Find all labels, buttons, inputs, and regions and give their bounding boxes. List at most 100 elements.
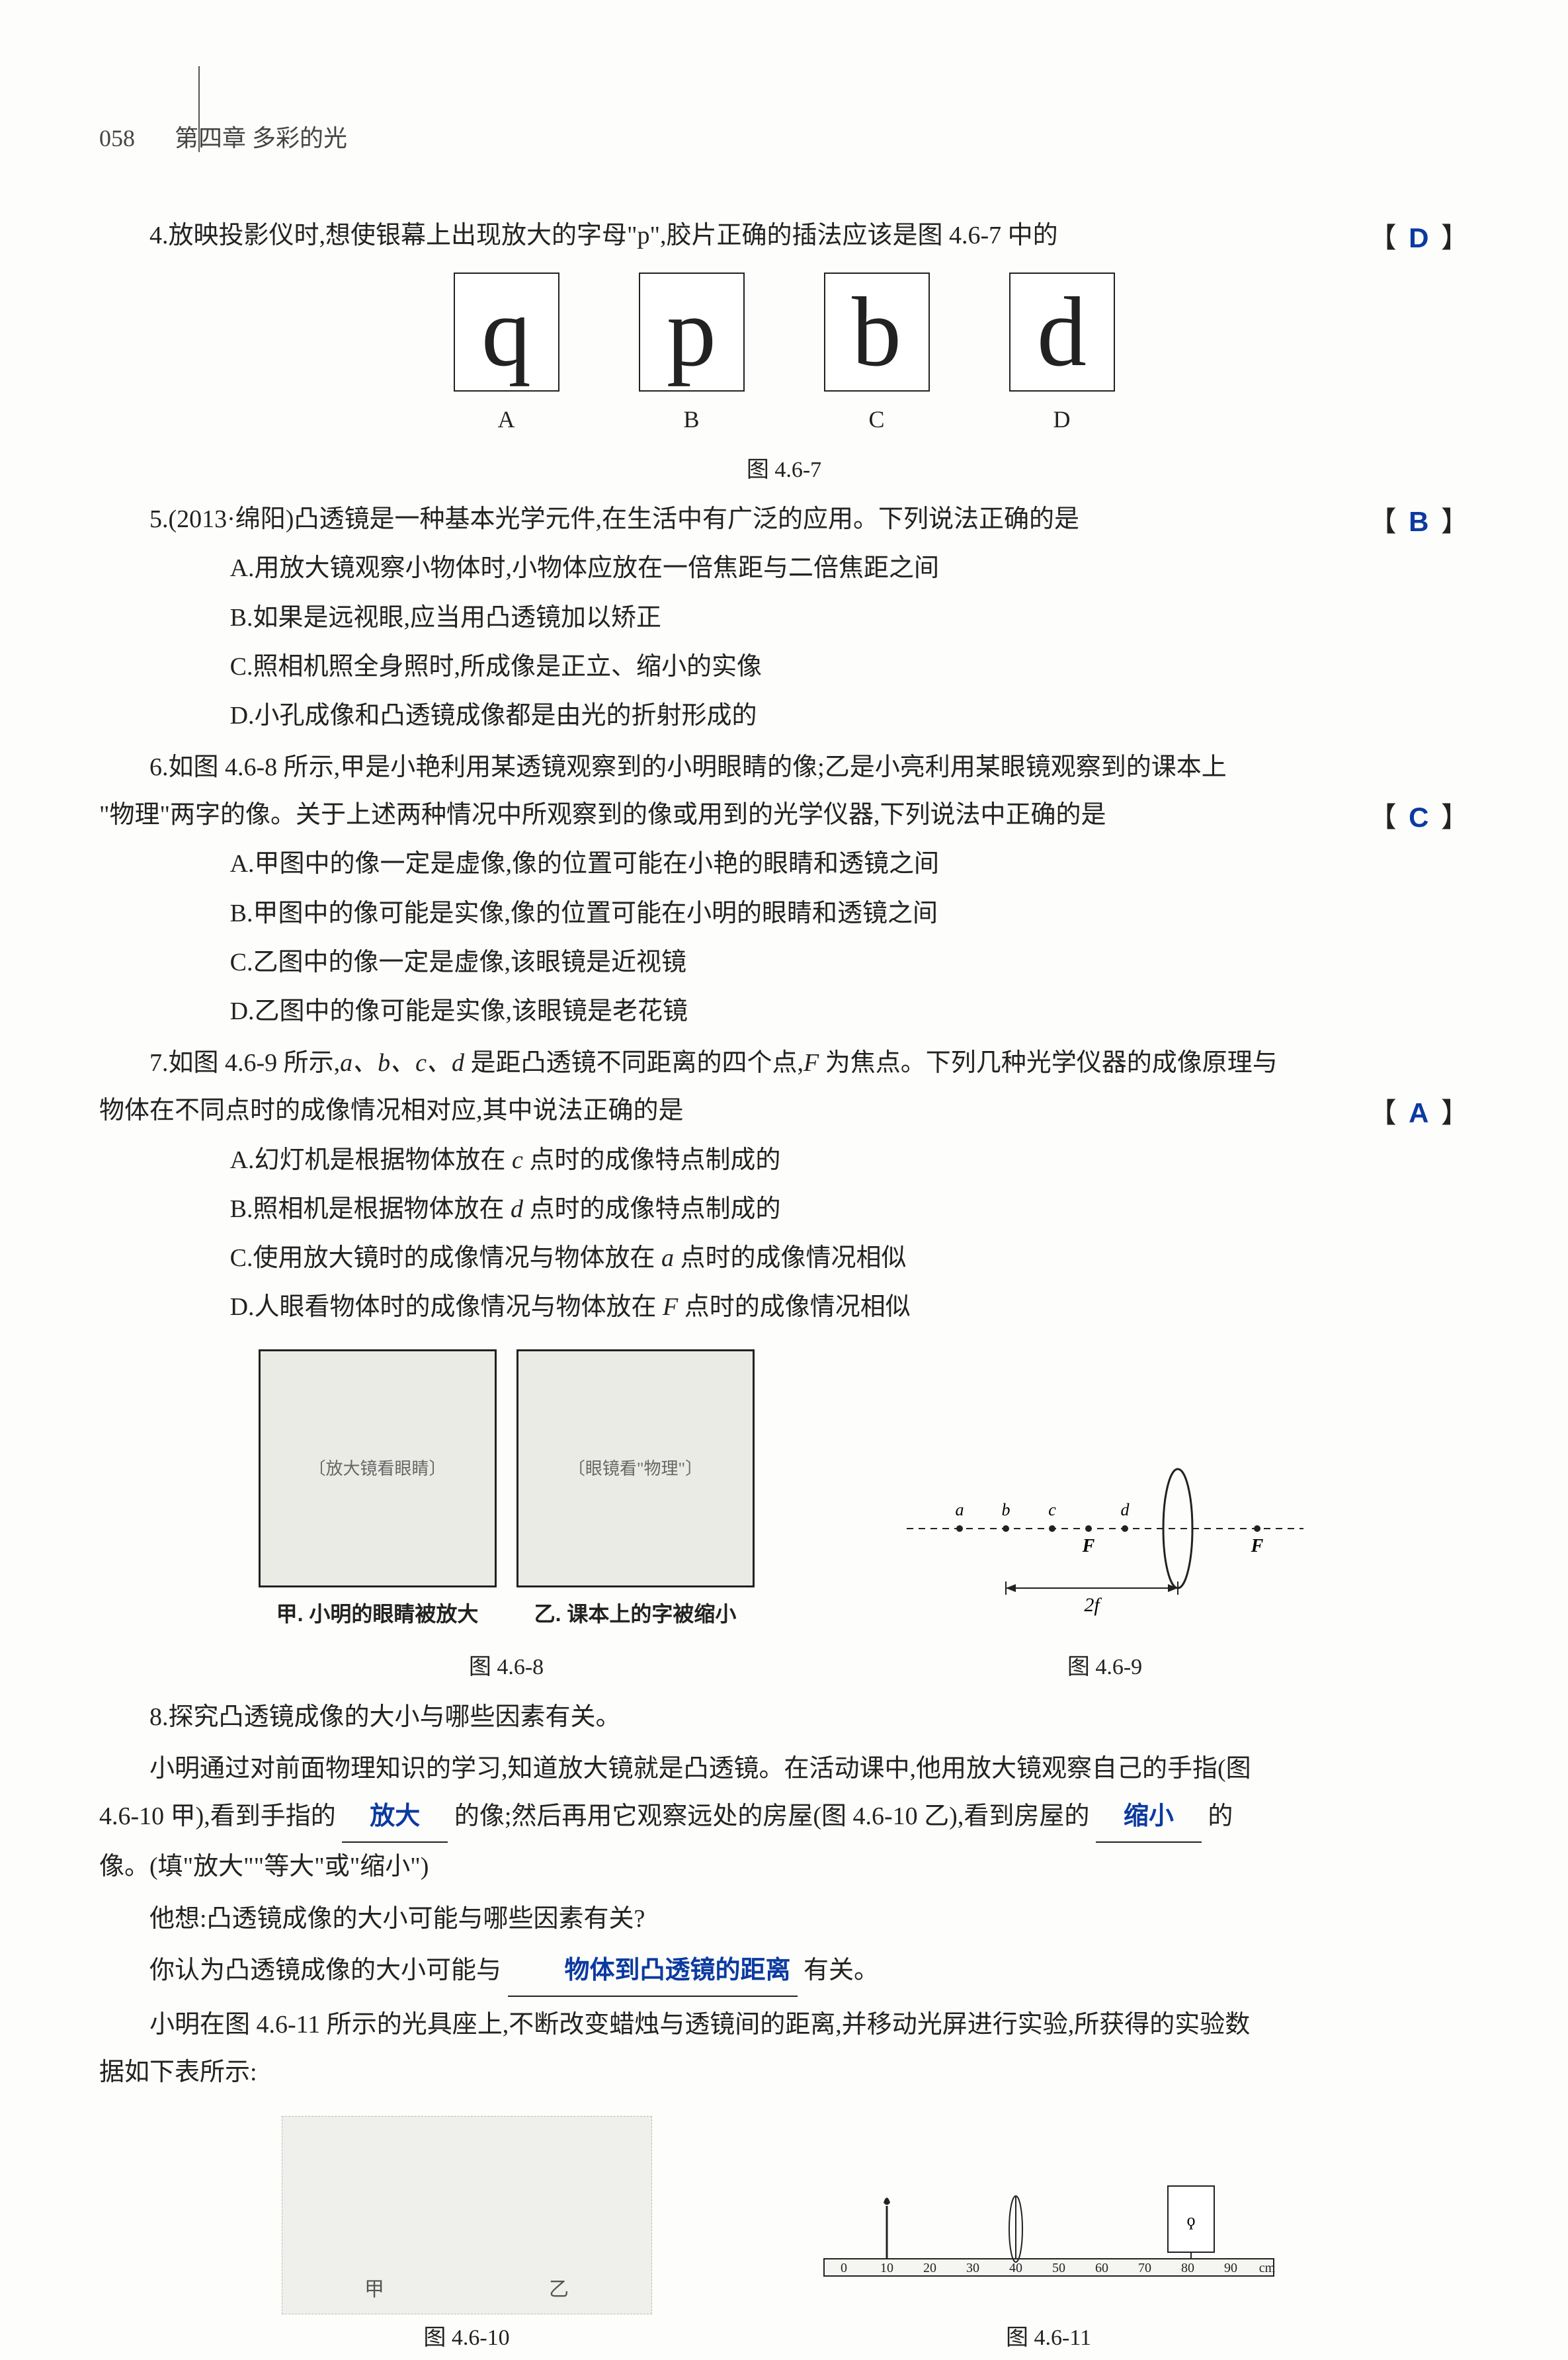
screen-mark: ϙ xyxy=(1186,2211,1195,2230)
q7-opt-a: A.幻灯机是根据物体放在 c 点时的成像特点制成的 xyxy=(230,1136,1469,1184)
q7-opt-b: B.照相机是根据物体放在 d 点时的成像特点制成的 xyxy=(230,1185,1469,1233)
fig468-b-img: 〔眼镜看"物理"〕 xyxy=(516,1349,755,1587)
q8-p3b: 有关。 xyxy=(804,1957,879,1984)
bracket-r: 】 xyxy=(1434,507,1469,538)
q6-opt-c: C.乙图中的像一定是虚像,该眼镜是近视镜 xyxy=(230,939,1469,986)
fig-4-6-7-row: q A p B b C d D xyxy=(99,273,1469,442)
card-d: d D xyxy=(1009,273,1115,442)
q6-line1: 6.如图 4.6-8 所示,甲是小艳利用某透镜观察到的小明眼睛的像;乙是小亮利用… xyxy=(99,743,1469,791)
fig468-b: 〔眼镜看"物理"〕 乙. 课本上的字被缩小 xyxy=(516,1349,755,1634)
tick-80: 80 xyxy=(1181,2261,1194,2275)
lbl-b: b xyxy=(1001,1500,1010,1519)
q7-opt-d: D.人眼看物体时的成像情况与物体放在 F 点时的成像情况相似 xyxy=(230,1283,1469,1331)
bracket-r: 】 xyxy=(1434,224,1469,254)
q6-answer: 【 C 】 xyxy=(1369,791,1469,845)
q8-p1b: 4.6-10 甲),看到手指的 放大 的像;然后再用它观察远处的房屋(图 4.6… xyxy=(99,1792,1469,1843)
q5-opt-d: D.小孔成像和凸透镜成像都是由光的折射形成的 xyxy=(230,692,1469,739)
fig4610-sub-b: 乙 xyxy=(549,2271,569,2308)
q5-opt-a: A.用放大镜观察小物体时,小物体应放在一倍焦距与二倍焦距之间 xyxy=(230,544,1469,592)
var-a: a xyxy=(661,1244,674,1272)
lens-diagram-svg: a b c d F F 2f xyxy=(900,1456,1310,1628)
q4-answer-letter: D xyxy=(1403,222,1434,253)
q8-blank2: 缩小 xyxy=(1096,1792,1202,1843)
q8-p5: 据如下表所示: xyxy=(99,2048,1469,2096)
q6-opt-d: D.乙图中的像可能是实像,该眼镜是老花镜 xyxy=(230,988,1469,1035)
fig-4-6-7-caption: 图 4.6-7 xyxy=(99,449,1469,492)
tick-70: 70 xyxy=(1138,2261,1151,2275)
var-abcd: a、b、c、d xyxy=(340,1049,464,1077)
tick-90: 90 xyxy=(1224,2261,1237,2275)
q8-blank1: 放大 xyxy=(342,1792,448,1843)
q7c-pre: C.使用放大镜时的成像情况与物体放在 xyxy=(230,1244,661,1272)
lbl-2f: 2f xyxy=(1084,1594,1102,1616)
page-header: 058 第四章 多彩的光 xyxy=(99,116,347,161)
var-c: c xyxy=(512,1146,523,1174)
tick-40: 40 xyxy=(1009,2261,1022,2275)
glyph-p: p xyxy=(639,273,745,392)
fig-4-6-11: 0 10 20 30 40 50 60 70 80 90 cm xyxy=(811,2166,1287,2360)
page-number: 058 xyxy=(99,116,135,161)
fig4611-caption: 图 4.6-11 xyxy=(811,2317,1287,2360)
chapter-title: 第四章 多彩的光 xyxy=(175,116,347,161)
q7-answer: 【 A 】 xyxy=(1369,1087,1469,1141)
glyph-d: d xyxy=(1009,273,1115,392)
q5-opt-b: B.如果是远视眼,应当用凸透镜加以矫正 xyxy=(230,594,1469,642)
q4-text: 4.放映投影仪时,想使银幕上出现放大的字母"p",胶片正确的插法应该是图 4.6… xyxy=(149,222,1058,249)
tick-0: 0 xyxy=(841,2261,847,2275)
var-F: F xyxy=(804,1049,819,1077)
glyph-b: b xyxy=(824,273,930,392)
q8-p2: 他想:凸透镜成像的大小可能与哪些因素有关? xyxy=(99,1895,1469,1943)
q6-line2: "物理"两字的像。关于上述两种情况中所观察到的像或用到的光学仪器,下列说法中正确… xyxy=(99,791,1469,839)
fig468-a: 〔放大镜看眼睛〕 甲. 小明的眼睛被放大 xyxy=(259,1349,497,1634)
q7a-pre: A.幻灯机是根据物体放在 xyxy=(230,1146,512,1174)
lbl-d: d xyxy=(1120,1500,1130,1519)
bracket-l: 【 xyxy=(1369,803,1404,833)
q7d-pre: D.人眼看物体时的成像情况与物体放在 xyxy=(230,1293,663,1321)
q8-head: 8.探究凸透镜成像的大小与哪些因素有关。 xyxy=(99,1693,1469,1741)
q6-opt-b: B.甲图中的像可能是实像,像的位置可能在小明的眼睛和透镜之间 xyxy=(230,890,1469,937)
fig-4-6-9: a b c d F F 2f 图 4.6-9 xyxy=(900,1456,1310,1689)
fig468-caption: 图 4.6-8 xyxy=(259,1646,755,1689)
fig468-a-img: 〔放大镜看眼睛〕 xyxy=(259,1349,497,1587)
tick-10: 10 xyxy=(880,2261,893,2275)
q8-p4: 小明在图 4.6-11 所示的光具座上,不断改变蜡烛与透镜间的距离,并移动光屏进… xyxy=(99,2001,1469,2048)
q7d-post: 点时的成像情况相似 xyxy=(678,1293,911,1321)
label-a: A xyxy=(454,397,559,442)
candle-flame-icon xyxy=(884,2198,890,2205)
q8-p1c-text: 的像;然后再用它观察远处的房屋(图 4.6-10 乙),看到房屋的 xyxy=(454,1802,1090,1830)
q7a-post: 点时的成像特点制成的 xyxy=(523,1146,781,1174)
page-body: 4.放映投影仪时,想使银幕上出现放大的字母"p",胶片正确的插法应该是图 4.6… xyxy=(99,212,1469,2360)
fig-4-6-8: 〔放大镜看眼睛〕 甲. 小明的眼睛被放大 〔眼镜看"物理"〕 乙. 课本上的字被… xyxy=(259,1349,755,1689)
q5-stem: 5.(2013·绵阳)凸透镜是一种基本光学元件,在生活中有广泛的应用。下列说法正… xyxy=(99,495,1469,543)
q7c-post: 点时的成像情况相似 xyxy=(674,1244,907,1272)
q7-line2: 物体在不同点时的成像情况相对应,其中说法正确的是 【 A 】 xyxy=(99,1087,1469,1134)
tick-30: 30 xyxy=(966,2261,979,2275)
lbl-a: a xyxy=(955,1500,964,1519)
q8-p1a: 小明通过对前面物理知识的学习,知道放大镜就是凸透镜。在活动课中,他用放大镜观察自… xyxy=(99,1745,1469,1792)
q7-line1: 7.如图 4.6-9 所示,a、b、c、d 是距凸透镜不同距离的四个点,F 为焦… xyxy=(99,1039,1469,1087)
q7b-post: 点时的成像特点制成的 xyxy=(523,1195,781,1223)
q7-l1a: 7.如图 4.6-9 所示, xyxy=(149,1049,340,1077)
q6-answer-letter: C xyxy=(1403,802,1434,833)
q7-opt-c: C.使用放大镜时的成像情况与物体放在 a 点时的成像情况相似 xyxy=(230,1234,1469,1282)
bracket-r: 】 xyxy=(1434,803,1469,833)
fig-468-469-row: 〔放大镜看眼睛〕 甲. 小明的眼睛被放大 〔眼镜看"物理"〕 乙. 课本上的字被… xyxy=(99,1349,1469,1689)
bracket-r: 】 xyxy=(1434,1099,1469,1129)
glyph-q: q xyxy=(454,273,559,392)
q8-p1e: 像。(填"放大""等大"或"缩小") xyxy=(99,1843,1469,1890)
q7-line2-text: 物体在不同点时的成像情况相对应,其中说法正确的是 xyxy=(99,1097,684,1124)
q8-p1d-text: 的 xyxy=(1208,1802,1233,1830)
tick-50: 50 xyxy=(1052,2261,1065,2275)
q5-opt-c: C.照相机照全身照时,所成像是正立、缩小的实像 xyxy=(230,643,1469,691)
q7b-pre: B.照相机是根据物体放在 xyxy=(230,1195,511,1223)
label-b: B xyxy=(639,397,745,442)
tick-60: 60 xyxy=(1095,2261,1108,2275)
q5-answer: 【 B 】 xyxy=(1319,495,1469,550)
fig4610-sub-a: 甲 xyxy=(364,2271,384,2308)
lbl-F-right: F xyxy=(1250,1536,1263,1556)
fig4610-sketch: 甲 乙 xyxy=(282,2116,652,2314)
q5-options: A.用放大镜观察小物体时,小物体应放在一倍焦距与二倍焦距之间 B.如果是远视眼,… xyxy=(230,544,1469,739)
label-d: D xyxy=(1009,397,1115,442)
q5-text: 5.(2013·绵阳)凸透镜是一种基本光学元件,在生活中有广泛的应用。下列说法正… xyxy=(149,505,1079,533)
q8-p3a: 你认为凸透镜成像的大小可能与 xyxy=(149,1957,501,1984)
